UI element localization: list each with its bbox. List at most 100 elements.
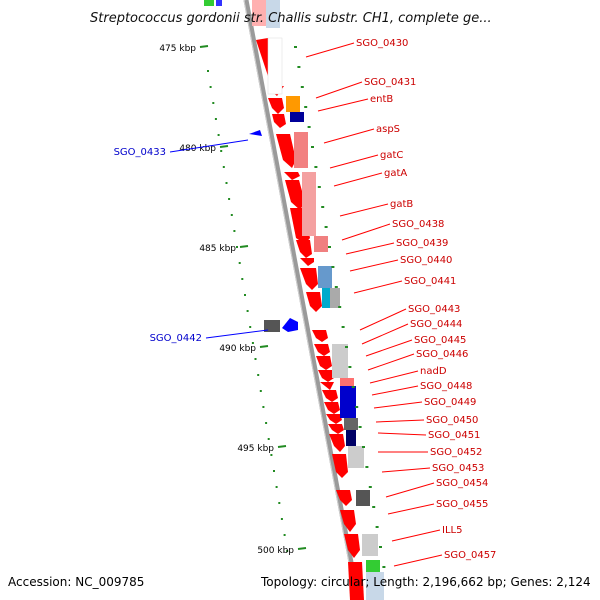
guide-dot <box>236 246 238 248</box>
gene-arrow <box>300 258 314 266</box>
guide-dot <box>324 226 328 228</box>
feature-block <box>356 490 370 506</box>
gene-label[interactable]: SGO_0431 <box>364 77 416 88</box>
kbp-tick-mark <box>297 547 307 550</box>
gene-label[interactable]: gatC <box>380 150 403 161</box>
guide-dot <box>214 118 217 120</box>
guide-dot <box>225 182 228 184</box>
gene-label[interactable]: SGO_0439 <box>396 238 448 249</box>
guide-dot <box>311 146 314 148</box>
gene-label[interactable]: SGO_0452 <box>430 447 482 458</box>
kbp-tick-mark <box>277 445 287 448</box>
guide-dot <box>251 342 254 344</box>
feature-block <box>267 37 283 95</box>
gene-label-leader <box>329 154 379 169</box>
gene-label[interactable]: SGO_0453 <box>432 463 484 474</box>
gene-label[interactable]: aspS <box>376 124 400 135</box>
gene-arrow <box>329 434 345 452</box>
kbp-label: 490 kbp <box>219 344 256 354</box>
guide-dot <box>283 534 286 536</box>
gene-label-leader <box>333 172 383 187</box>
gene-label-leader <box>385 482 435 498</box>
guide-dot <box>375 526 379 528</box>
gene-label[interactable]: ILL5 <box>442 525 462 536</box>
gene-label-leader <box>387 503 435 515</box>
feature-block <box>290 112 304 122</box>
guide-dot <box>314 166 318 168</box>
feature-block <box>366 572 384 600</box>
gene-label-leader <box>381 467 431 473</box>
kbp-tick-mark <box>239 245 249 248</box>
accession-text: Accession: NC_009785 <box>8 575 144 589</box>
gene-label[interactable]: SGO_0451 <box>428 430 480 441</box>
gene-label-leader <box>353 280 403 294</box>
gene-label-leader <box>361 323 409 345</box>
guide-dot <box>351 386 355 388</box>
gene-label-leader <box>315 81 363 99</box>
gene-label-leader <box>339 203 389 217</box>
gene-label[interactable]: gatB <box>390 199 413 210</box>
gene-label[interactable]: SGO_0446 <box>416 349 468 360</box>
gene-arrow <box>326 414 342 424</box>
gene-label[interactable]: SGO_0442 <box>150 333 202 344</box>
guide-dot <box>249 326 252 328</box>
gene-label[interactable]: SGO_0433 <box>114 147 166 158</box>
gene-label-leader <box>349 259 399 272</box>
guide-dot <box>355 406 359 408</box>
guide-dot <box>238 262 241 264</box>
gene-label[interactable]: SGO_0443 <box>408 304 460 315</box>
gene-label-leader <box>371 385 419 396</box>
partial-feature <box>204 0 214 6</box>
gene-label[interactable]: SGO_0445 <box>414 335 466 346</box>
feature-block <box>362 534 378 556</box>
feature-block <box>340 378 354 386</box>
gene-label-leader <box>169 139 249 153</box>
gene-label[interactable]: SGO_0438 <box>392 219 444 230</box>
gene-label[interactable]: SGO_0448 <box>420 381 472 392</box>
guide-dot <box>334 286 338 288</box>
gene-arrow <box>344 534 360 558</box>
gene-label-leader <box>393 554 443 567</box>
guide-dot <box>341 326 345 328</box>
gene-label[interactable]: SGO_0454 <box>436 478 488 489</box>
gene-arrow <box>306 292 322 312</box>
guide-dot <box>270 454 273 456</box>
gene-label[interactable]: nadD <box>420 366 447 377</box>
gene-label-leader <box>205 329 269 339</box>
gene-arrow <box>268 98 284 114</box>
feature-block <box>322 288 332 308</box>
guide-dot <box>286 550 289 552</box>
guide-dot <box>254 358 257 360</box>
gene-label[interactable]: SGO_0440 <box>400 255 452 266</box>
feature-block <box>318 266 332 288</box>
feature-block <box>348 446 364 468</box>
gene-label[interactable]: gatA <box>384 168 407 179</box>
guide-dot <box>317 186 321 188</box>
gene-label[interactable]: SGO_0449 <box>424 397 476 408</box>
reverse-feature-block <box>264 320 280 332</box>
feature-block <box>330 288 340 308</box>
guide-dot <box>297 66 301 68</box>
gene-label-leader <box>323 128 375 144</box>
guide-dot <box>241 278 244 280</box>
guide-dot <box>345 346 348 348</box>
reverse-gene-arrow <box>249 130 262 136</box>
reverse-gene-labels: SGO_0433 SGO_0442 <box>114 139 269 344</box>
gene-label[interactable]: SGO_0450 <box>426 415 478 426</box>
kbp-label: 480 kbp <box>179 144 216 154</box>
gene-arrow <box>272 114 286 128</box>
gene-label[interactable]: SGO_0455 <box>436 499 488 510</box>
gene-label-leader <box>359 308 407 331</box>
gene-arrow <box>320 382 334 390</box>
guide-dot <box>262 406 265 408</box>
guide-dot <box>331 266 335 268</box>
guide-dot <box>207 70 209 72</box>
gene-arrow <box>336 490 352 506</box>
gene-label[interactable]: SGO_0441 <box>404 276 456 287</box>
gene-label[interactable]: entB <box>370 94 393 105</box>
gene-label[interactable]: SGO_0430 <box>356 38 408 49</box>
gene-label[interactable]: SGO_0444 <box>410 319 462 330</box>
gene-label[interactable]: SGO_0457 <box>444 550 496 561</box>
dotted-guide-right <box>294 46 386 568</box>
